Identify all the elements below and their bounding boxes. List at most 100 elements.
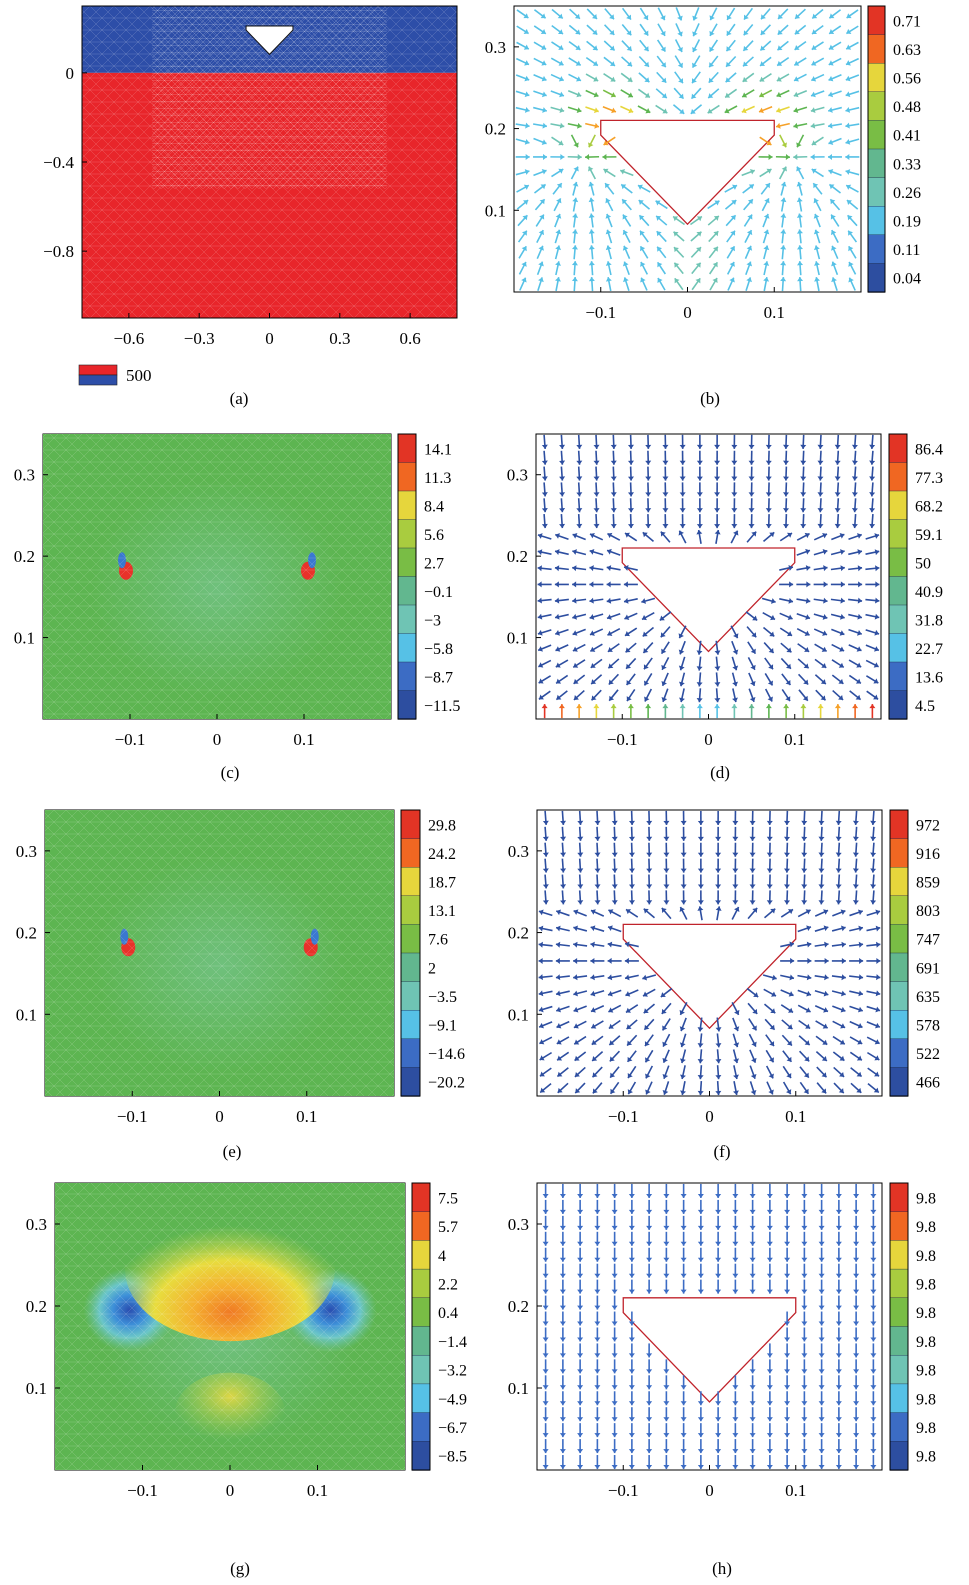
vector-arrowhead	[783, 460, 790, 465]
vector-arrowhead	[555, 974, 561, 981]
vector-arrowhead	[663, 884, 670, 889]
vector-arrowhead	[818, 884, 825, 889]
vector-arrowhead	[714, 524, 721, 529]
vector-arrowhead	[540, 29, 546, 34]
vector-arrowhead	[853, 1353, 860, 1358]
vector-arrowhead	[558, 168, 564, 174]
vector-arrowhead	[875, 565, 880, 572]
vector-arrowhead	[646, 1401, 653, 1406]
vector-arrowhead	[541, 444, 548, 449]
colorbar-swatch	[888, 604, 908, 635]
vector-arrowhead	[803, 1088, 809, 1094]
vector-arrowhead	[538, 230, 545, 236]
vector-arrowhead	[852, 868, 859, 873]
y-tick-label: 0.1	[508, 1379, 529, 1398]
x-tick-label: 0	[683, 303, 692, 322]
vector-arrowhead	[588, 261, 595, 266]
vector-arrowhead	[542, 1417, 549, 1422]
vector-arrowhead	[765, 444, 772, 449]
vector-arrowhead	[823, 990, 829, 997]
vector-arrowhead	[572, 565, 577, 572]
vector-arrowhead	[784, 1385, 791, 1390]
vector-arrowhead	[840, 581, 845, 588]
vector-arrowhead	[577, 1225, 584, 1230]
vector-arrowhead	[679, 508, 686, 513]
vector-arrowhead	[851, 460, 858, 465]
vector-arrowhead	[857, 1006, 863, 1013]
vector-arrowhead	[627, 444, 634, 449]
vector-arrowhead	[746, 245, 753, 251]
colorbar-swatch	[889, 1067, 909, 1097]
vector-arrowhead	[750, 1089, 757, 1095]
vector-arrowhead	[540, 13, 546, 19]
vector-arrowhead	[560, 820, 567, 825]
vector-arrowhead	[572, 549, 577, 555]
vector-arrowhead	[770, 598, 776, 604]
vector-arrowhead	[626, 679, 632, 685]
vector-arrowhead	[577, 1321, 584, 1326]
vector-arrowhead	[793, 91, 799, 98]
vector-arrowhead	[766, 1465, 773, 1470]
vector-arrowhead	[605, 213, 612, 219]
vector-arrowhead	[571, 245, 578, 250]
vector-arrowhead	[589, 532, 595, 539]
vector-arrowhead	[573, 941, 578, 948]
vector-arrowhead	[539, 1022, 544, 1029]
vector-arrowhead	[696, 247, 701, 253]
colorbar-label: 13.6	[915, 669, 943, 686]
vector-arrowhead	[770, 908, 776, 914]
vector-arrowhead	[784, 836, 791, 841]
vector-arrowhead	[696, 650, 703, 655]
vector-arrowhead	[646, 852, 653, 857]
vector-arrowhead	[696, 666, 703, 671]
vector-arrowhead	[715, 836, 722, 841]
vector-arrowhead	[696, 682, 703, 687]
vector-arrowhead	[749, 1417, 756, 1422]
mesh-overlay	[55, 1183, 405, 1470]
vector-arrowhead	[697, 1241, 704, 1246]
vector-arrowhead	[680, 820, 687, 825]
vector-arrowhead	[784, 900, 791, 905]
vector-arrowhead	[626, 696, 632, 702]
vector-arrowhead	[627, 1089, 633, 1095]
vector-arrowhead	[801, 1433, 808, 1438]
vector-arrowhead	[820, 679, 826, 685]
vector-arrowhead	[732, 1289, 739, 1294]
vector-arrowhead	[677, 15, 683, 21]
vector-arrowhead	[801, 1417, 808, 1422]
vector-arrowhead	[800, 704, 807, 709]
vector-arrowhead	[797, 261, 804, 266]
vector-arrowhead	[726, 61, 732, 67]
vector-arrowhead	[594, 900, 601, 905]
vector-arrowhead	[748, 704, 755, 709]
vector-arrowhead	[852, 820, 859, 825]
vector-arrowhead	[697, 1027, 704, 1032]
vector-arrowhead	[714, 476, 721, 481]
vector-arrowhead	[823, 925, 829, 932]
vector-arrowhead	[853, 1225, 860, 1230]
colorbar-swatch	[889, 809, 909, 840]
y-tick-label: −0.8	[43, 242, 74, 261]
vector-arrowhead	[785, 663, 791, 669]
vector-arrowhead	[646, 900, 653, 905]
vector-arrowhead	[875, 990, 881, 997]
vector-arrowhead	[784, 852, 791, 857]
vector-arrowhead	[594, 1225, 601, 1230]
vector-arrowhead	[608, 990, 613, 997]
vector-arrowhead	[542, 852, 549, 857]
obstacle-shape	[245, 25, 294, 56]
vector-arrowhead	[574, 1055, 580, 1061]
vector-arrowhead	[853, 1289, 860, 1294]
vector-arrowhead	[697, 906, 704, 911]
vector-arrowhead	[611, 1465, 618, 1470]
colorbar-swatch	[400, 1067, 421, 1097]
vector-arrowhead	[732, 1401, 739, 1406]
vector-arrowhead	[609, 695, 615, 701]
vector-arrowhead	[732, 900, 739, 905]
vector-arrowhead	[521, 261, 527, 267]
vector-arrowhead	[818, 1401, 825, 1406]
vector-arrowhead	[559, 1209, 566, 1214]
vector-arrowhead	[662, 1041, 668, 1047]
vector-arrowhead	[796, 229, 803, 234]
colorbar-swatch	[411, 1268, 431, 1299]
